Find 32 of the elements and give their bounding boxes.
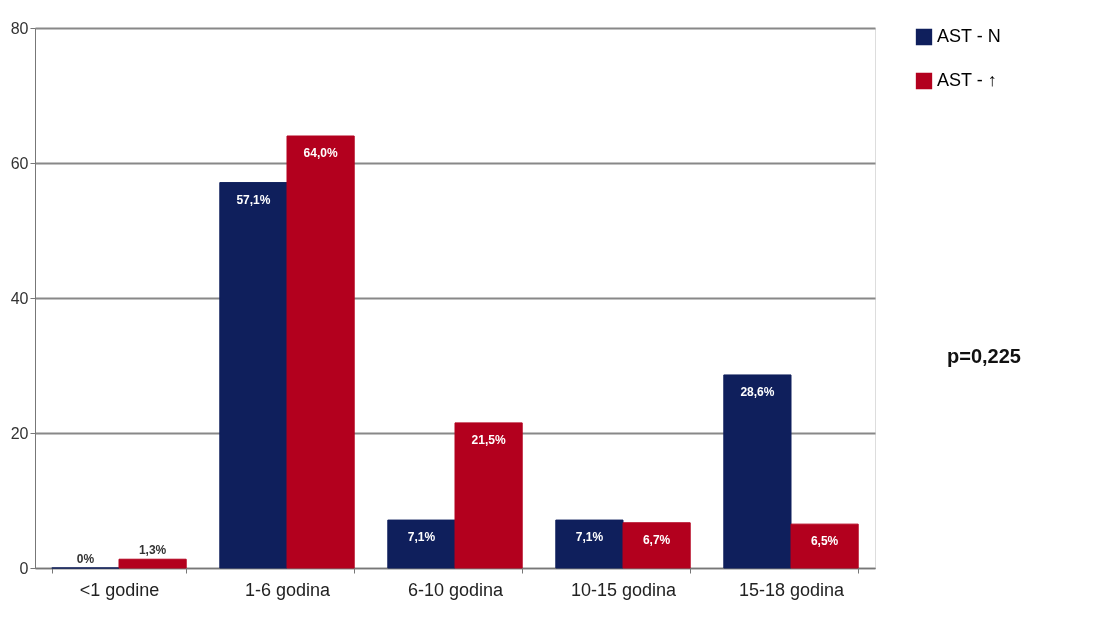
x-tick-label: 1-6 godina (244, 579, 332, 600)
bar (118, 558, 187, 569)
data-label: 6,7% (642, 532, 671, 547)
y-tick-label: 40 (10, 289, 29, 307)
legend-label: AST - ↑ (937, 70, 997, 90)
y-tick-label: 80 (10, 19, 29, 37)
x-tick-label: 15-18 godina (738, 579, 846, 600)
data-label: 0% (76, 552, 95, 566)
data-label: 6,5% (810, 534, 839, 549)
data-label: 28,6% (740, 384, 775, 399)
x-tick-label: 10-15 godina (570, 579, 678, 600)
y-tick-label: 20 (10, 424, 29, 442)
data-label: 7,1% (407, 530, 436, 545)
data-label: 21,5% (471, 432, 506, 447)
text: p=0,225 (947, 345, 1021, 368)
data-label: 1,3% (138, 543, 167, 558)
bar (454, 422, 523, 569)
data-label: 57,1% (236, 192, 271, 207)
bar (723, 374, 792, 569)
bar (387, 519, 456, 569)
data-label: 64,0% (303, 146, 338, 160)
data-label: 7,1% (575, 530, 604, 545)
bar (790, 523, 859, 569)
bar (622, 522, 691, 569)
x-tick-label: 6-10 godina (407, 579, 505, 600)
bar (555, 519, 624, 569)
x-tick-label: <1 godine (79, 579, 160, 600)
bar (219, 182, 288, 569)
y-tick-label: 0 (19, 559, 29, 577)
bar (286, 135, 355, 569)
y-tick-label: 60 (10, 154, 29, 172)
legend-label: AST - N (937, 26, 1001, 46)
